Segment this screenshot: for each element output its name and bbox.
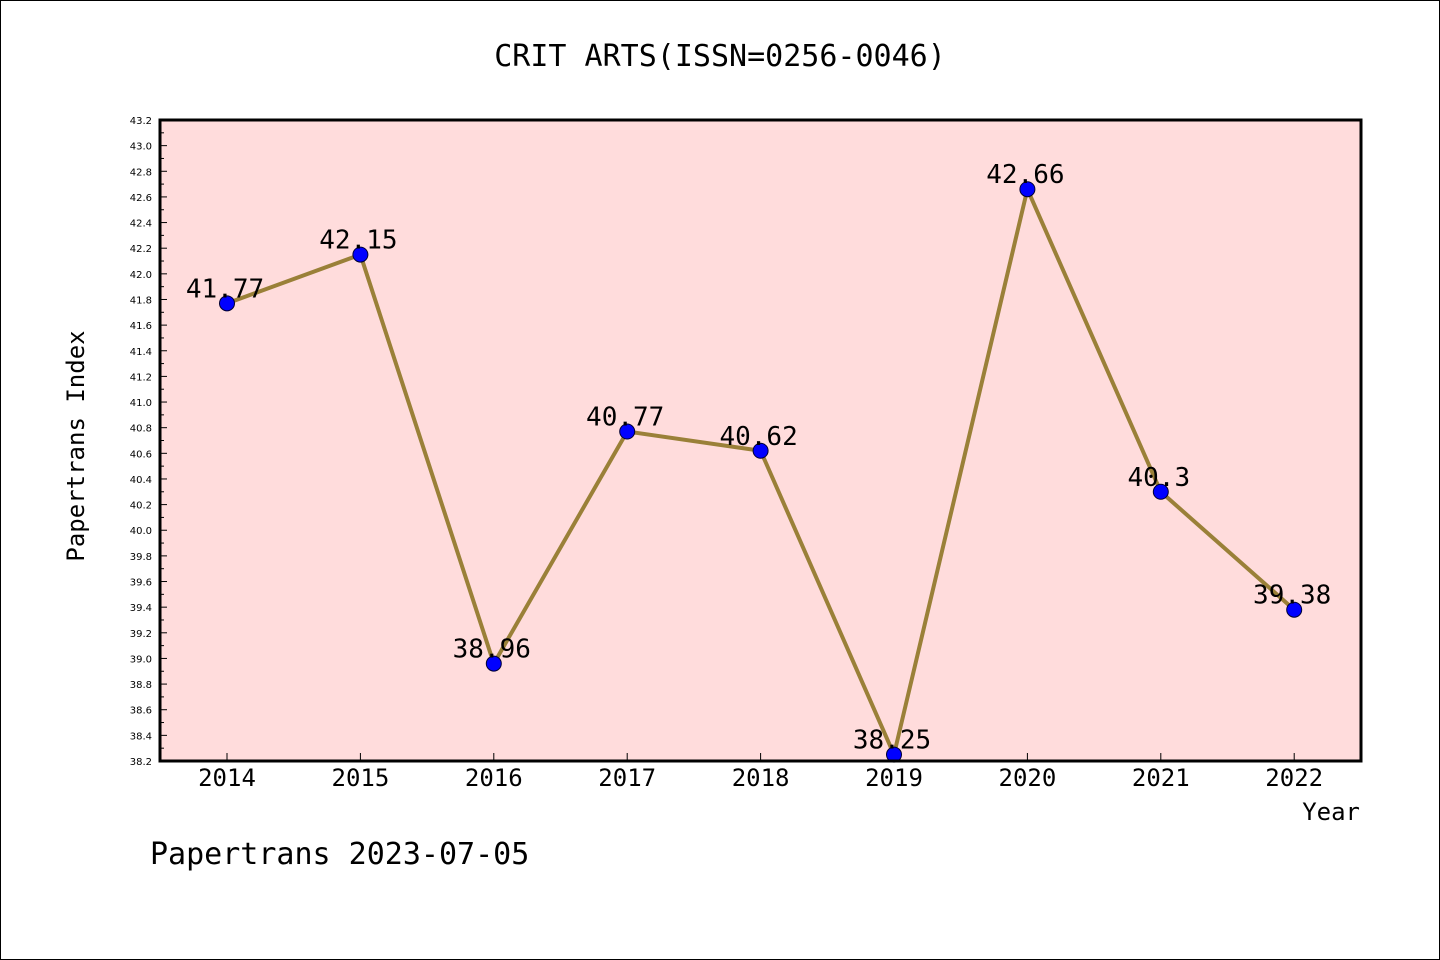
y-tick-label: 40.6 (130, 449, 152, 460)
x-tick-label: 2022 (1265, 764, 1323, 792)
x-tick-label: 2021 (1132, 764, 1190, 792)
y-tick-label: 40.0 (130, 526, 152, 537)
chart-title: CRIT ARTS(ISSN=0256-0046) (494, 39, 946, 74)
data-point (219, 295, 235, 312)
data-point (1152, 483, 1169, 500)
y-tick-label: 40.4 (130, 475, 152, 486)
data-labels: 41.77 42.15 38.96 40.77 40.62 38.25 42.66 40.3 3… (186, 160, 1331, 755)
plot-area (160, 120, 1361, 761)
data-label: 38.96 (453, 635, 531, 665)
x-tick-label: 2015 (332, 764, 390, 792)
y-tick-label: 39.6 (130, 578, 152, 589)
y-tick-label: 38.2 (130, 757, 152, 768)
y-tick-label: 41.4 (130, 347, 152, 358)
data-point (485, 655, 502, 672)
y-tick-label: 42.8 (130, 167, 152, 178)
x-tick-label: 2019 (865, 764, 923, 792)
data-point (752, 442, 769, 459)
y-tick-label: 41.0 (130, 398, 152, 409)
y-tick-label: 40.8 (130, 424, 152, 435)
y-tick-label: 39.4 (130, 603, 152, 614)
y-tick-label: 39.2 (130, 629, 152, 640)
y-tick-label: 42.6 (130, 193, 152, 204)
y-tick-label: 39.8 (130, 552, 152, 563)
x-axis-label: Year (1302, 798, 1360, 826)
data-point (1286, 601, 1303, 618)
data-point (352, 246, 369, 263)
data-label: 42.15 (319, 226, 397, 256)
plot-border (158, 118, 1363, 763)
y-tick-label: 43.2 (130, 116, 152, 127)
y-tick-label: 38.4 (130, 731, 152, 742)
y-tick-label: 42.2 (130, 244, 152, 255)
y-tick-label: 39.0 (130, 654, 152, 665)
data-label: 40.62 (719, 422, 797, 452)
y-tick-label: 38.6 (130, 706, 152, 717)
data-point (619, 423, 636, 440)
y-tick-label: 41.2 (130, 372, 152, 383)
data-label: 42.66 (986, 160, 1064, 190)
footer-text: Papertrans 2023-07-05 (150, 837, 529, 872)
y-axis-label: Papertrans Index (62, 330, 90, 561)
y-tick-label: 42.4 (130, 219, 152, 230)
y-tick-label: 41.6 (130, 321, 152, 332)
x-tick-label: 2016 (465, 764, 523, 792)
y-tick-label: 38.8 (130, 680, 152, 691)
x-tick-label: 2018 (732, 764, 790, 792)
data-label: 39.38 (1253, 581, 1331, 611)
y-tick-label: 43.0 (130, 142, 152, 153)
y-tick-label: 42.0 (130, 270, 152, 281)
data-label: 40.77 (586, 403, 664, 433)
x-tick-label: 2020 (999, 764, 1057, 792)
data-label: 38.25 (853, 726, 931, 756)
y-tick-label: 41.8 (130, 295, 152, 306)
series-group (219, 181, 1303, 763)
x-tick-label: 2014 (198, 764, 256, 792)
y-tick-label: 40.2 (130, 501, 152, 512)
y-axis-ticks: 38.2 38.4 38.6 38.8 39.0 39.2 39.4 39.6 39.8 40.0… (130, 116, 167, 768)
data-label: 41.77 (186, 274, 264, 304)
data-label: 40.3 (1127, 463, 1190, 493)
x-tick-label: 2017 (598, 764, 656, 792)
x-axis-ticks: 2014 2015 2016 2017 2018 2019 2020 2021 2022 (198, 753, 1323, 792)
data-point (1019, 181, 1036, 198)
